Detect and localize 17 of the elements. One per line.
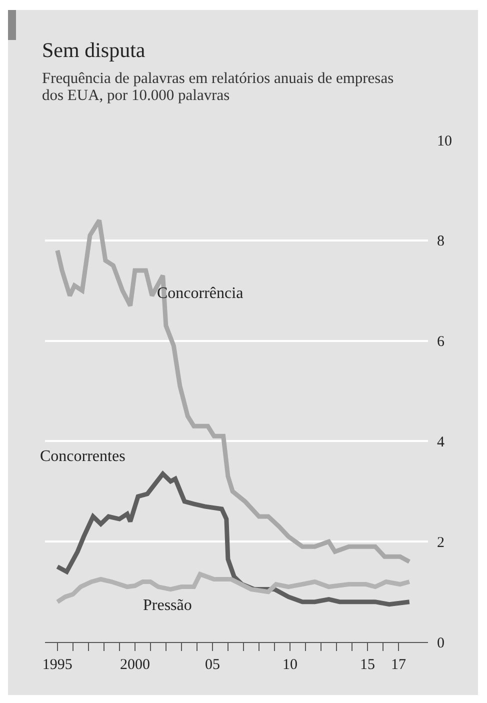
series-label: Concorrência [157,285,244,302]
text: Concorrentes [40,448,126,465]
y-tick-label: 8 [437,234,444,250]
series-label: Pressão [143,597,192,614]
y-tick-label: 0 [437,635,444,652]
x-tick-label: 17 [391,657,407,673]
chart-title: Sem disputa [42,38,146,63]
y-tick-label: 2 [437,534,444,551]
y-tick-label: 10 [437,133,452,150]
y-tick-label: 4 [437,434,445,450]
x-tick-label: 1995 [42,657,72,673]
x-tick-label: 15 [360,657,376,673]
y-tick-label: 6 [437,334,445,350]
x-tick-label: 10 [282,657,298,673]
x-tick-label: 05 [204,657,220,673]
chart-subtitle: Frequência de palavras em relatórios anuais de empresas dos EUA, por 10.000 palavras [42,70,395,104]
x-tick-label: 2000 [120,657,150,673]
